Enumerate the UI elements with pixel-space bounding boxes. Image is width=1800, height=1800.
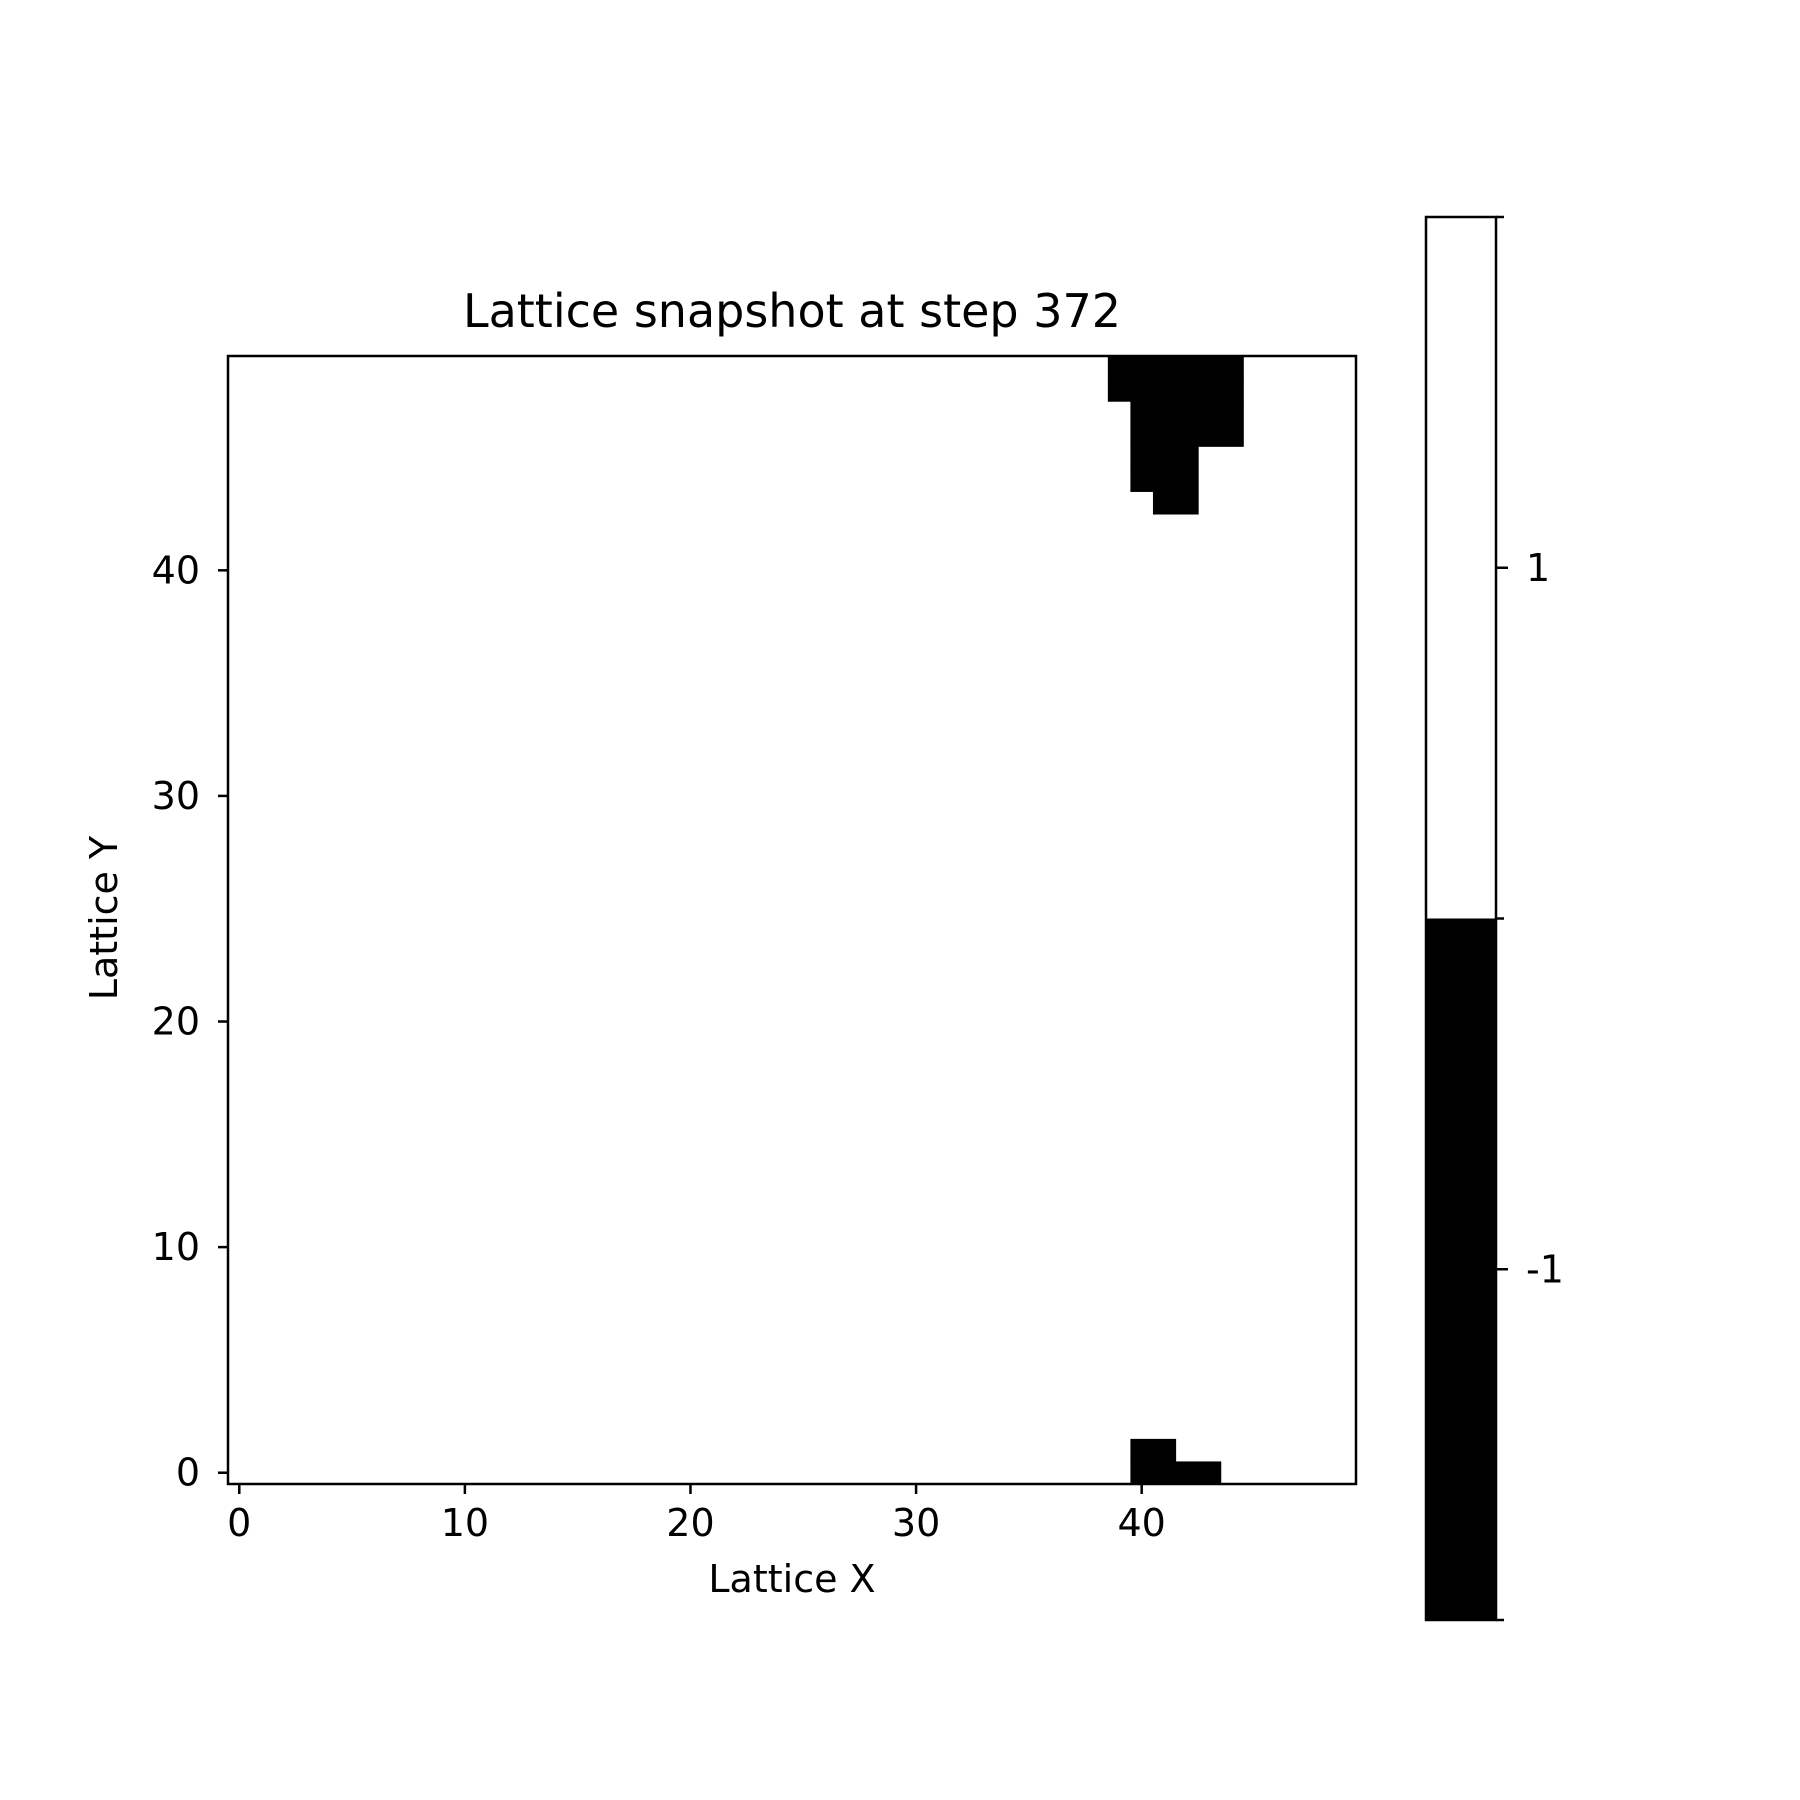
down-spin-run bbox=[1130, 423, 1244, 447]
plot-frame bbox=[226, 354, 1358, 1486]
x-axis-ticks: 0 10 20 30 40 bbox=[227, 1484, 1166, 1545]
y-tick-label: 40 bbox=[152, 548, 200, 592]
down-spin-run bbox=[1130, 1461, 1222, 1485]
down-spin-run bbox=[1130, 446, 1199, 470]
down-spin-run bbox=[1130, 1438, 1177, 1463]
colorbar-ticks: 1 -1 bbox=[1496, 215, 1564, 1622]
y-axis-label: Lattice Y bbox=[82, 835, 126, 1000]
lattice-cells bbox=[1107, 356, 1244, 1485]
down-spin-run bbox=[1107, 356, 1244, 380]
colorbar-block bbox=[1426, 217, 1496, 919]
down-spin-run bbox=[1152, 491, 1199, 515]
down-spin-run bbox=[1130, 401, 1244, 425]
colorbar-tick-label: 1 bbox=[1526, 546, 1550, 590]
colorbar-block bbox=[1426, 918, 1496, 1620]
colorbar-blocks bbox=[1426, 217, 1496, 1620]
y-tick-label: 30 bbox=[152, 774, 200, 818]
x-tick-label: 0 bbox=[227, 1501, 251, 1545]
x-axis-label: Lattice X bbox=[708, 1557, 875, 1601]
down-spin-run bbox=[1107, 378, 1244, 402]
y-tick-label: 10 bbox=[152, 1225, 200, 1269]
heatmap-plot: 0 10 20 30 40 0 10 20 30 40 bbox=[152, 354, 1358, 1545]
chart-title: Lattice snapshot at step 372 bbox=[463, 284, 1121, 338]
plot-area bbox=[228, 356, 1356, 1484]
down-spin-run bbox=[1130, 468, 1199, 492]
colorbar-tick-label: -1 bbox=[1526, 1247, 1564, 1291]
y-tick-label: 20 bbox=[152, 1000, 200, 1044]
x-tick-label: 40 bbox=[1118, 1501, 1166, 1545]
colorbar: 1 -1 bbox=[1424, 215, 1564, 1622]
y-axis-ticks: 0 10 20 30 40 bbox=[152, 548, 228, 1495]
y-tick-label: 0 bbox=[176, 1451, 200, 1495]
x-tick-label: 20 bbox=[666, 1501, 714, 1545]
x-tick-label: 10 bbox=[441, 1501, 489, 1545]
x-tick-label: 30 bbox=[892, 1501, 940, 1545]
